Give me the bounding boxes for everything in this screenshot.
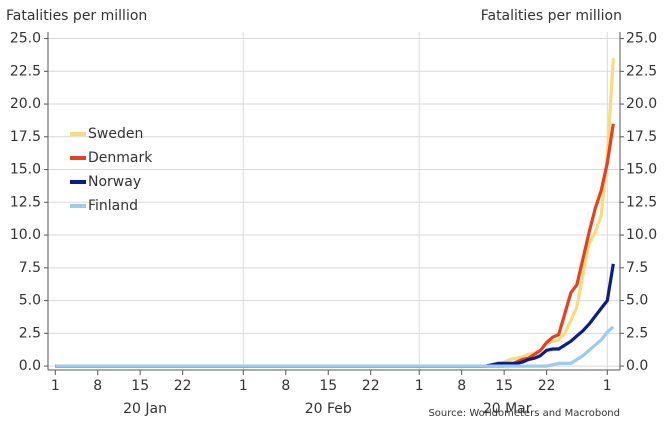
series-line [55, 263, 615, 368]
month-label: 20 Feb [305, 401, 352, 417]
y2-tick-label: 17.5 [626, 129, 657, 145]
y2-tick-label: 2.5 [626, 325, 648, 341]
y2-tick-label: 7.5 [626, 260, 648, 276]
x-tick-label: 22 [538, 378, 556, 394]
y2-tick-label: 20.0 [626, 96, 657, 112]
y2-tick-label: 0.0 [626, 358, 648, 374]
y-tick-label: 2.5 [19, 325, 41, 341]
y-tick-label: 12.5 [10, 194, 41, 210]
x-tick-label: 22 [362, 378, 380, 394]
y-tick-label: 10.0 [10, 227, 41, 243]
y-tick-label: 20.0 [10, 96, 41, 112]
x-tick-label: 22 [174, 378, 192, 394]
y-tick-label: 5.0 [19, 293, 41, 309]
month-label: 20 Jan [123, 401, 167, 417]
x-tick-label: 1 [51, 378, 60, 394]
y-tick-label: 22.5 [10, 63, 41, 79]
y2-axis-title: Fatalities per million [481, 8, 622, 24]
x-tick-label: 15 [319, 378, 337, 394]
y2-tick-label: 10.0 [626, 227, 657, 243]
x-tick-label: 1 [239, 378, 248, 394]
legend-label: Norway [88, 174, 141, 190]
legend-label: Sweden [88, 126, 143, 142]
series-line [55, 325, 615, 368]
x-tick-label: 8 [281, 378, 290, 394]
x-tick-label: 15 [495, 378, 513, 394]
y2-tick-label: 12.5 [626, 194, 657, 210]
x-tick-label: 1 [603, 378, 612, 394]
y2-tick-label: 22.5 [626, 63, 657, 79]
y-tick-label: 25.0 [10, 31, 41, 47]
y2-tick-label: 15.0 [626, 162, 657, 178]
x-tick-label: 15 [131, 378, 149, 394]
y2-tick-label: 5.0 [626, 293, 648, 309]
month-label: 20 Mar [483, 401, 532, 417]
y-tick-label: 17.5 [10, 129, 41, 145]
legend-label: Finland [88, 198, 138, 214]
y2-tick-label: 25.0 [626, 31, 657, 47]
y-tick-label: 0.0 [19, 358, 41, 374]
legend-label: Denmark [88, 150, 153, 166]
x-tick-label: 1 [415, 378, 424, 394]
y-tick-label: 7.5 [19, 260, 41, 276]
y-tick-label: 15.0 [10, 162, 41, 178]
x-tick-label: 8 [93, 378, 102, 394]
x-tick-label: 8 [457, 378, 466, 394]
y-axis-title: Fatalities per million [6, 8, 147, 24]
source-note: Source: Worldometers and Macrobond [428, 408, 620, 419]
